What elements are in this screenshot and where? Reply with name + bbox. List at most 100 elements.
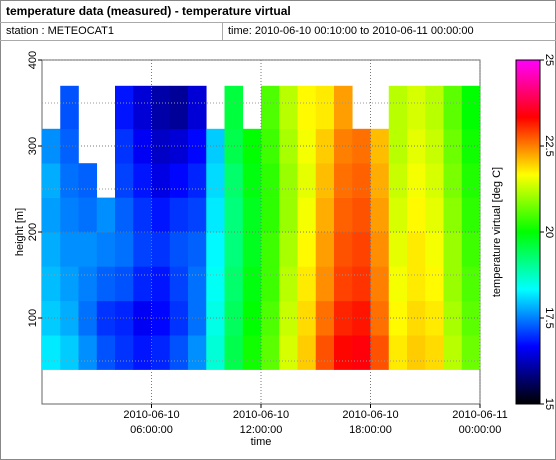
heatmap-cell	[279, 335, 298, 370]
heatmap-cell	[407, 300, 426, 336]
heatmap-cell	[261, 335, 280, 370]
heatmap-cell	[60, 85, 79, 130]
x-tick-label: 2010-06-11	[452, 409, 507, 421]
heatmap-cell	[407, 197, 426, 233]
heatmap-cell	[78, 266, 98, 302]
heatmap-cell	[206, 335, 225, 370]
heatmap-cell	[242, 163, 262, 198]
heatmap-cell	[96, 232, 116, 267]
heatmap-cell	[279, 266, 298, 302]
heatmap-cell	[388, 85, 408, 130]
heatmap-cell	[169, 335, 189, 370]
heatmap-cell	[169, 163, 189, 198]
heatmap-cell	[42, 232, 61, 267]
heatmap-cell	[334, 300, 353, 336]
heatmap-cell	[352, 163, 371, 198]
heatmap-cell	[78, 232, 98, 267]
heatmap-cell	[352, 300, 371, 336]
colorbar-tick-label: 22.5	[543, 135, 555, 156]
x-tick-label: 06:00:00	[130, 424, 173, 436]
heatmap-cell	[334, 85, 353, 130]
colorbar-tick-label: 25	[543, 54, 555, 66]
heatmap-cell	[425, 335, 444, 370]
y-tick-label: 200	[27, 223, 39, 241]
heatmap-cell	[188, 197, 207, 233]
heatmap-cell	[443, 335, 463, 370]
heatmap-cell	[96, 335, 116, 370]
x-tick-label: 18:00:00	[349, 424, 392, 436]
heatmap-cell	[115, 128, 134, 164]
heatmap-cell	[425, 85, 444, 130]
heatmap-cell	[151, 163, 171, 198]
heatmap-cell	[115, 197, 134, 233]
heatmap-cell	[315, 300, 335, 336]
heatmap-cell	[443, 197, 463, 233]
heatmap-cell	[443, 128, 463, 164]
heatmap-cell	[315, 335, 335, 370]
heatmap-cell	[42, 335, 61, 370]
heatmap-cell	[352, 266, 371, 302]
heatmap-cell	[188, 85, 207, 130]
heatmap-cell	[461, 266, 481, 302]
heatmap-cell	[115, 163, 134, 198]
time-range: time: 2010-06-10 00:10:00 to 2010-06-11 …	[228, 25, 474, 37]
heatmap-cell	[352, 232, 371, 267]
heatmap-cell	[279, 163, 298, 198]
heatmap-cell	[425, 128, 444, 164]
heatmap-cell	[334, 128, 353, 164]
heatmap-cell	[297, 266, 317, 302]
heatmap-cell	[206, 232, 225, 267]
heatmap-cell	[443, 300, 463, 336]
x-axis-label: time	[251, 436, 272, 448]
y-tick-label: 300	[27, 137, 39, 155]
colorbar-tick-label: 17.5	[543, 307, 555, 328]
heatmap-cell	[297, 85, 317, 130]
heatmap-cell	[297, 232, 317, 267]
heatmap-cell	[206, 128, 225, 164]
heatmap-cell	[388, 128, 408, 164]
colorbar-tick-label: 20	[543, 226, 555, 238]
heatmap-cell	[115, 232, 134, 267]
heatmap-cell	[407, 335, 426, 370]
heatmap-cell	[370, 197, 390, 233]
heatmap-cell	[315, 85, 335, 130]
heatmap-cell	[352, 197, 371, 233]
heatmap-cell	[443, 232, 463, 267]
heatmap-cell	[169, 197, 189, 233]
heatmap-cell	[133, 85, 152, 130]
heatmap-cell	[297, 335, 317, 370]
heatmap-cell	[60, 163, 79, 198]
heatmap-cell	[78, 163, 98, 198]
heatmap-cell	[206, 163, 225, 198]
heatmap-cell	[133, 128, 152, 164]
heatmap-cell	[407, 266, 426, 302]
heatmap-cell	[388, 197, 408, 233]
heatmap-cell	[169, 128, 189, 164]
heatmap-cell	[169, 266, 189, 302]
heatmap-cell	[425, 266, 444, 302]
heatmap-cell	[242, 197, 262, 233]
heatmap-cell	[388, 335, 408, 370]
heatmap-cell	[443, 266, 463, 302]
heatmap-cell	[78, 197, 98, 233]
heatmap-cell	[224, 197, 244, 233]
heatmap-cell	[96, 300, 116, 336]
heatmap-cell	[60, 335, 79, 370]
heatmap-cell	[261, 85, 280, 130]
heatmap-cell	[388, 232, 408, 267]
heatmap-cell	[388, 163, 408, 198]
heatmap-cell	[461, 232, 481, 267]
heatmap-cell	[370, 300, 390, 336]
heatmap-cell	[334, 163, 353, 198]
heatmap-cell	[407, 163, 426, 198]
heatmap-cell	[443, 163, 463, 198]
heatmap-cell	[42, 163, 61, 198]
heatmap-cell	[334, 266, 353, 302]
heatmap-cell	[133, 300, 152, 336]
heatmap-cell	[60, 197, 79, 233]
heatmap-cell	[188, 232, 207, 267]
heatmap-cell	[425, 232, 444, 267]
heatmap-cell	[315, 128, 335, 164]
heatmap-cell	[60, 266, 79, 302]
